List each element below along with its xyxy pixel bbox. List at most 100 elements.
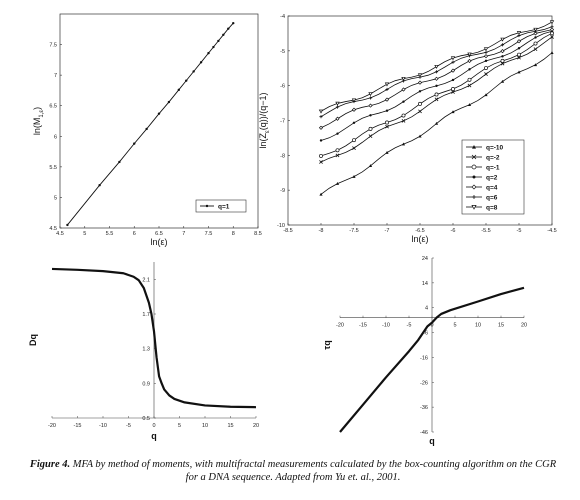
data-point-q-6 [484, 50, 488, 55]
y-tick-label: -6 [280, 84, 285, 90]
data-point-q-2 [468, 68, 471, 71]
x-tick-label: 15 [227, 423, 233, 429]
x-tick-label: 0 [430, 323, 433, 329]
data-point-q-8 [434, 64, 439, 69]
data-point-q-4 [483, 54, 489, 59]
data-point-q1 [192, 70, 195, 73]
data-point-q-2 [352, 121, 356, 124]
y-tick-label: 1.3 [142, 347, 150, 353]
y-tick-label: -7 [280, 119, 285, 125]
data-point-q--2 [467, 83, 472, 88]
data-point-q1 [217, 39, 220, 43]
data-point-q1 [222, 33, 225, 36]
legend-marker-q--2 [471, 154, 477, 160]
y-axis-label: Dq [28, 334, 38, 346]
data-point-q--10 [550, 51, 554, 55]
y-tick-label: -10 [277, 223, 285, 229]
x-tick-label: -20 [48, 423, 56, 429]
data-point-q1 [232, 21, 235, 25]
legend-marker-q-2 [472, 175, 476, 179]
data-point-q-8 [318, 109, 324, 114]
data-point-q1 [227, 27, 230, 30]
x-tick-label: -8.5 [283, 228, 292, 234]
data-point-q--1 [401, 113, 406, 118]
data-point-q-6 [368, 96, 373, 100]
x-tick-label: -15 [359, 323, 367, 329]
data-point-q-8 [335, 101, 340, 106]
y-tick-label: 0.9 [142, 381, 150, 387]
data-point-q--10 [434, 121, 439, 125]
data-point-q--10 [451, 110, 455, 114]
y-axis-label: τq [322, 340, 332, 350]
chart-ln-m1-vs-ln-eps: 4.5 5 5.5 6 6.5 7 7.5 8 8.5 4.5 5 5.5 6 6.5 7 7.5 ln(ε) l… [32, 13, 262, 247]
x-tick-label: 0 [152, 423, 155, 429]
series-line-dq [51, 267, 257, 409]
data-point-q1 [133, 142, 136, 145]
data-point-q1 [167, 100, 171, 104]
y-tick-label: 5.5 [49, 165, 57, 171]
data-point-q--1 [368, 126, 373, 131]
x-tick-label: 15 [498, 323, 504, 329]
caption-label: Figure 4. [29, 459, 71, 470]
data-point-q-6 [550, 25, 554, 29]
data-point-q--2 [385, 124, 389, 129]
data-point-q-2 [336, 132, 339, 135]
legend-marker-q--10 [472, 145, 476, 149]
legend-label-q-6: q=6 [486, 194, 498, 201]
data-point-q-4 [335, 116, 340, 121]
data-point-q-4 [500, 49, 505, 54]
x-tick-label: 8.5 [254, 231, 262, 237]
legend-label-q--10: q=-10 [486, 144, 504, 151]
caption-text: MFA by method of moments, with multifrac… [72, 459, 557, 483]
data-point-q--1 [484, 66, 488, 70]
data-point-q--2 [401, 118, 406, 123]
x-tick-label: -7 [385, 228, 390, 234]
data-point-q1 [66, 223, 69, 227]
data-point-q--1 [517, 52, 521, 57]
y-tick-label: 24 [422, 256, 428, 262]
data-point-q--2 [352, 146, 356, 150]
x-tick-label: 5.5 [106, 231, 114, 237]
y-tick-label: -4 [280, 14, 285, 20]
x-axis-label: q [151, 431, 157, 441]
x-tick-label: 5 [178, 423, 181, 429]
y-tick-label: -16 [420, 355, 428, 361]
data-point-q--10 [418, 134, 422, 138]
x-tick-label: -20 [336, 323, 344, 329]
data-point-q--1 [434, 92, 439, 97]
data-point-q-8 [384, 82, 390, 87]
x-tick-label: -10 [382, 323, 390, 329]
y-tick-label: 7 [54, 73, 57, 79]
x-tick-label: -15 [74, 423, 82, 429]
x-axis-label: ln(ε) [411, 234, 428, 244]
x-tick-label: -5 [407, 323, 412, 329]
y-tick-label: 1.7 [142, 312, 150, 318]
data-point-q--10 [319, 192, 323, 196]
data-point-q--2 [484, 72, 488, 76]
data-point-q--10 [385, 150, 389, 154]
data-point-q-8 [516, 31, 522, 36]
y-tick-label: -9 [280, 188, 285, 194]
x-axis-label: q [429, 436, 435, 446]
series-line-tau [339, 286, 525, 433]
legend-marker-q-6 [472, 195, 476, 199]
data-point-q-8 [351, 98, 357, 103]
data-point-q-2 [534, 36, 537, 39]
data-point-q--10 [401, 142, 406, 146]
data-point-q--2 [451, 90, 455, 94]
y-tick-label: 14 [422, 281, 428, 287]
y-tick-label: -8 [280, 153, 285, 159]
chart-dq-vs-q: -20 -15 -10 -5 0 5 10 15 20 2.1 1.7 1.3 0.9 0.5 q Dq [28, 262, 259, 441]
data-point-q--2 [319, 160, 323, 164]
data-point-q--10 [500, 79, 505, 83]
y-tick-label: 5 [54, 195, 57, 201]
data-point-q--1 [533, 41, 538, 46]
data-point-q-2 [319, 139, 323, 142]
data-point-q--1 [500, 58, 505, 63]
data-point-q--2 [550, 35, 554, 39]
x-tick-label: -5 [126, 423, 131, 429]
data-point-q--10 [352, 175, 356, 178]
data-point-q-2 [435, 84, 438, 88]
y-tick-label: -36 [420, 405, 428, 411]
data-point-q-6 [500, 43, 505, 47]
